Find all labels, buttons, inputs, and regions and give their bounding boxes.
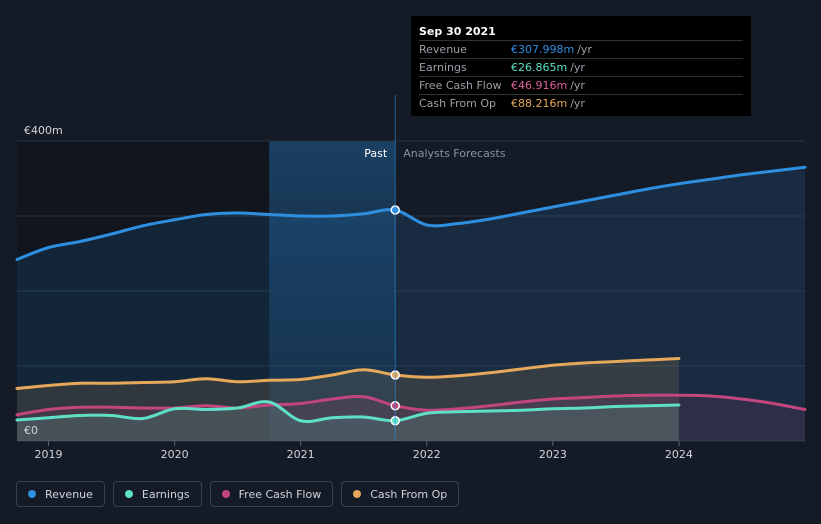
line-free-cash-flow	[15, 393, 807, 417]
x-tick-label: 2021	[287, 448, 315, 461]
legend-item-earnings[interactable]: Earnings	[112, 481, 202, 507]
x-tick-label: 2024	[665, 448, 693, 461]
tooltip-unit: /yr	[577, 43, 592, 56]
tooltip-value: €88.216m	[511, 97, 568, 110]
tooltip: Sep 30 2021 Revenue €307.998m /yr Earnin…	[411, 16, 751, 116]
legend-label: Free Cash Flow	[238, 487, 322, 501]
tooltip-label: Earnings	[419, 61, 467, 74]
tooltip-label: Cash From Op	[419, 97, 497, 110]
legend-label: Revenue	[45, 487, 93, 501]
tooltip-date: Sep 30 2021	[419, 25, 496, 38]
x-tick-label: 2019	[35, 448, 63, 461]
legend-dot-icon	[353, 490, 362, 498]
past-label: Past	[364, 147, 388, 160]
legend-dot-icon	[28, 490, 36, 498]
tooltip-value: €307.998m	[511, 43, 575, 56]
legend-item-revenue[interactable]: Revenue	[16, 481, 105, 507]
tooltip-unit: /yr	[570, 79, 585, 92]
area-revenue	[17, 167, 805, 441]
tooltip-label: Revenue	[419, 43, 467, 56]
tooltip-value: €26.865m	[511, 61, 568, 74]
x-tick-label: 2023	[539, 448, 567, 461]
line-revenue	[15, 165, 807, 261]
line-cash-from-op	[15, 357, 681, 390]
tooltip-row-free-cash-flow: Free Cash Flow €46.916m /yr	[419, 76, 743, 94]
legend: Revenue Earnings Free Cash Flow Cash Fro…	[16, 481, 460, 507]
forecast-label: Analysts Forecasts	[403, 147, 506, 160]
tooltip-label: Free Cash Flow	[419, 79, 502, 92]
tooltip-row-revenue: Revenue €307.998m /yr	[419, 40, 743, 58]
legend-dot-icon	[124, 490, 133, 498]
legend-label: Cash From Op	[370, 487, 448, 501]
tooltip-row-cash-from-op: Cash From Op €88.216m /yr	[419, 94, 743, 112]
legend-label: Earnings	[141, 487, 190, 501]
x-tick-label: 2020	[161, 448, 189, 461]
tooltip-unit: /yr	[570, 61, 585, 74]
y-tick-label: €0	[24, 424, 38, 437]
legend-item-cash-from-op[interactable]: Cash From Op	[341, 481, 460, 507]
y-tick-label: €400m	[24, 124, 63, 137]
tooltip-unit: /yr	[570, 97, 585, 110]
line-earnings	[15, 400, 681, 423]
legend-dot-icon	[221, 490, 230, 498]
area-cash-from-op	[17, 358, 679, 441]
x-tick-label: 2022	[413, 448, 441, 461]
tooltip-value: €46.916m	[511, 79, 568, 92]
legend-item-free-cash-flow[interactable]: Free Cash Flow	[209, 481, 334, 507]
tooltip-row-earnings: Earnings €26.865m /yr	[419, 58, 743, 76]
